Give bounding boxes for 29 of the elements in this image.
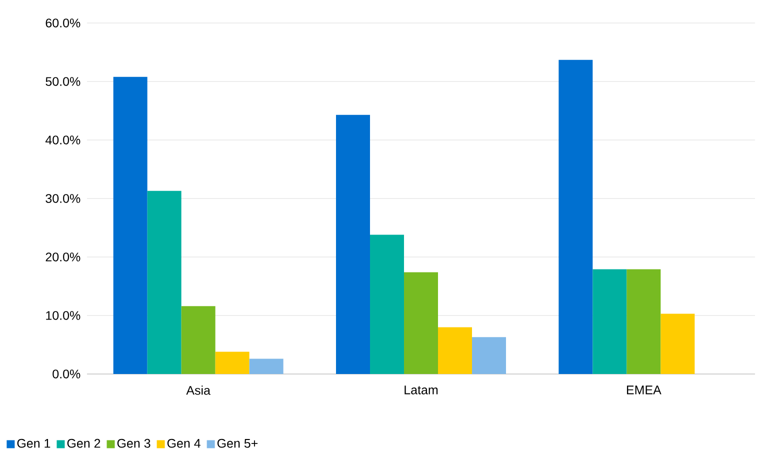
bar — [147, 190, 182, 374]
legend-label: Gen 4 — [167, 438, 200, 448]
bar — [558, 60, 593, 374]
bar — [626, 269, 661, 374]
bar — [660, 314, 695, 374]
bar — [181, 306, 216, 374]
bar — [472, 337, 506, 374]
bar — [249, 358, 284, 374]
bar — [336, 114, 370, 374]
x-tick-label: Asia — [186, 386, 210, 395]
y-tick-label: 50.0% — [46, 77, 80, 86]
y-tick-label: 0.0% — [52, 370, 80, 378]
bar — [113, 76, 148, 374]
bar — [370, 234, 404, 374]
y-tick-label: 60.0% — [46, 18, 80, 28]
legend-label: Gen 3 — [117, 438, 150, 448]
x-tick-label: Latam — [404, 386, 438, 394]
y-tick-label: 20.0% — [46, 252, 80, 262]
bar — [215, 352, 250, 374]
y-tick-label: 30.0% — [46, 194, 80, 203]
y-tick-label: 40.0% — [45, 136, 80, 144]
x-tick-label: EMEA — [626, 386, 662, 394]
legend-label: Gen 5+ — [217, 438, 258, 448]
bar — [438, 327, 472, 374]
y-tick-label: 10.0% — [46, 311, 80, 320]
legend-label: Gen 2 — [67, 438, 100, 448]
bar — [404, 272, 438, 374]
bar — [592, 269, 627, 374]
legend-label: Gen 1 — [17, 438, 50, 448]
